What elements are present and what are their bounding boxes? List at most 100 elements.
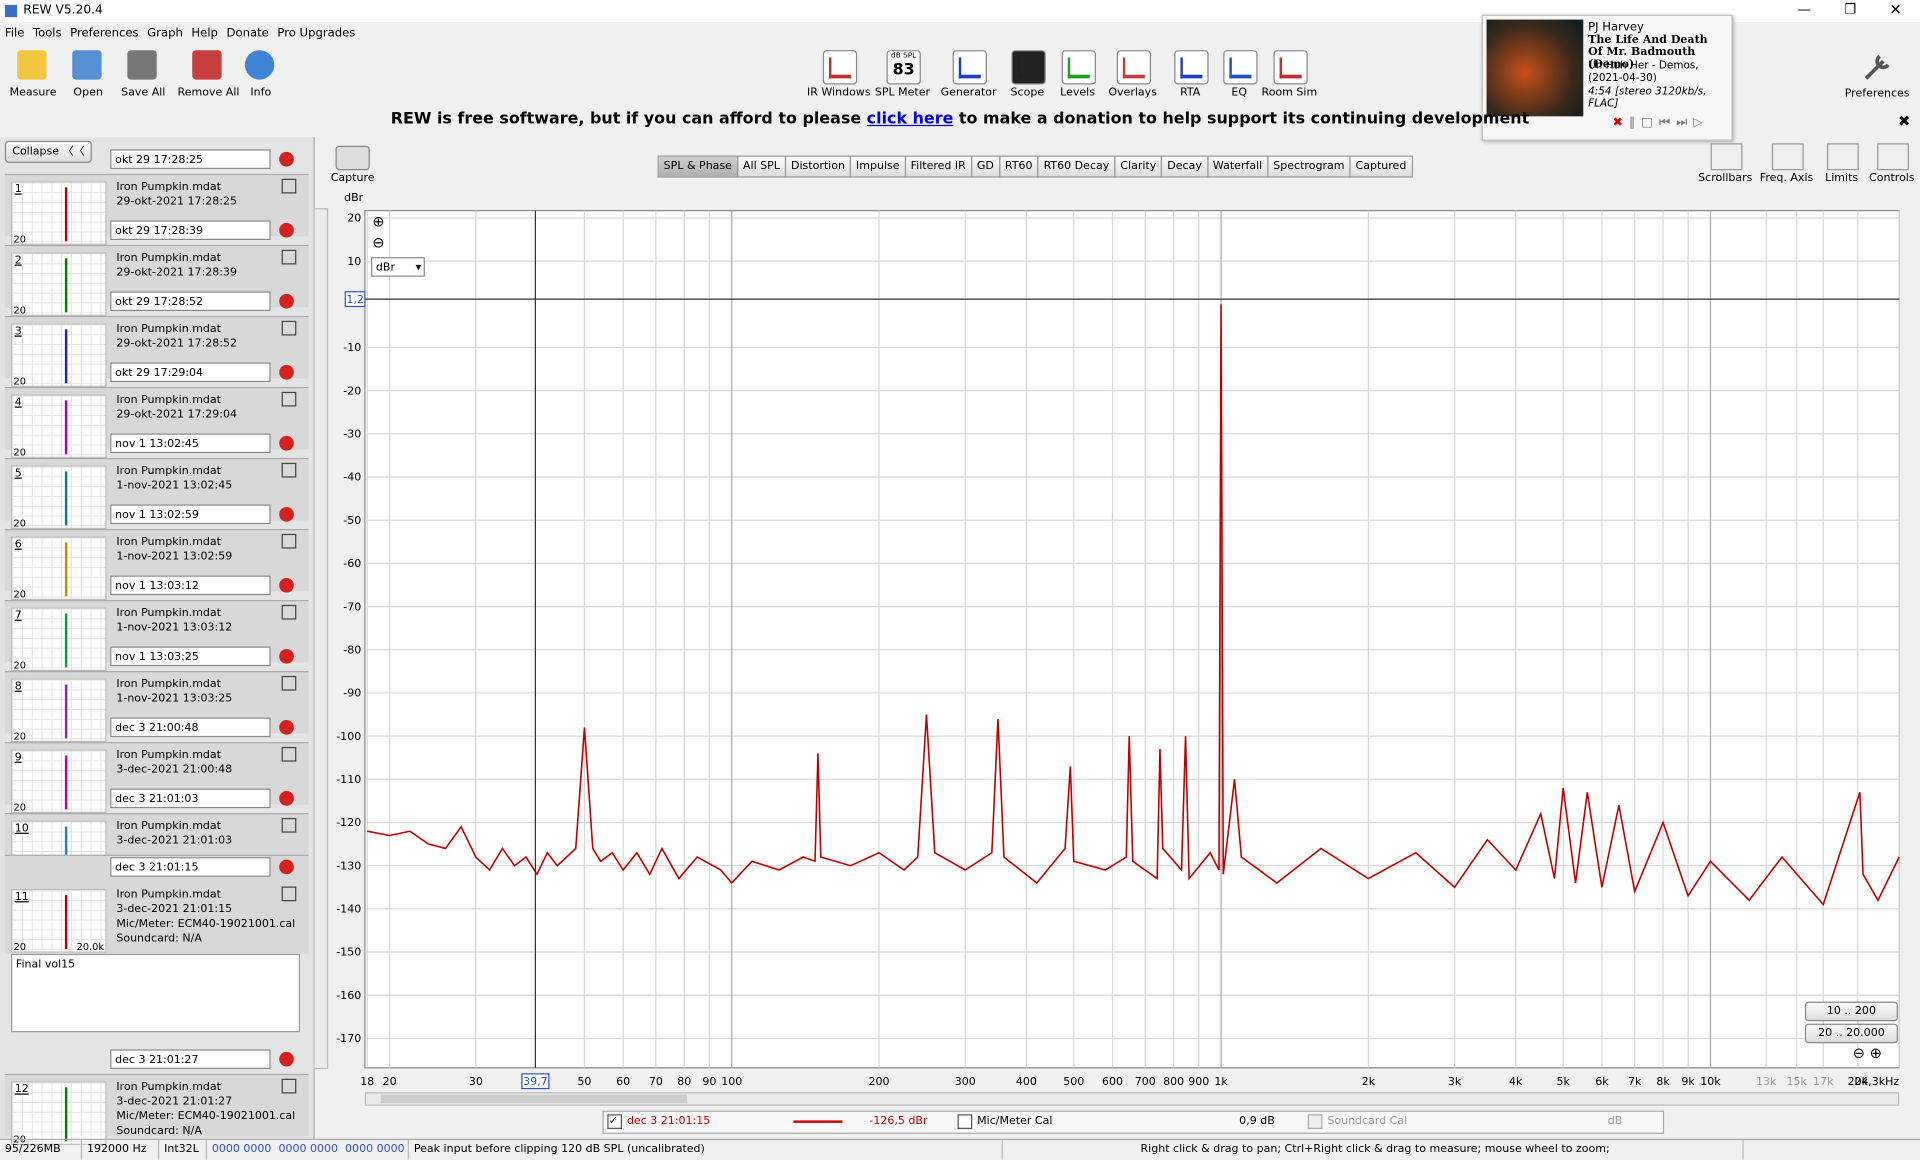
measurement-name[interactable]: okt 29 17:28:52 [110,291,271,312]
measurement-name[interactable]: dec 3 21:00:48 [110,717,271,738]
measurement-name[interactable]: okt 29 17:28:39 [110,220,271,241]
toolbar-button[interactable]: Generator [934,47,1003,108]
measurement-icons[interactable] [281,320,297,336]
menu-item[interactable]: File [4,26,25,41]
menu-item[interactable]: Pro Upgrades [277,26,356,41]
stop-x[interactable]: ✖ [1612,116,1630,130]
toolbar-button[interactable]: RTA [1156,47,1225,108]
graph-tab[interactable]: Filtered IR [904,155,972,178]
range-button[interactable]: 10 .. 200 [1804,1001,1898,1022]
measurement-icons[interactable] [281,249,297,265]
measurement-name[interactable]: nov 1 13:02:45 [110,433,271,454]
tool-icon[interactable] [1877,143,1909,171]
tool-label[interactable]: Controls [1869,172,1915,185]
capture-icon[interactable] [335,145,370,171]
zoom-buttons[interactable]: ⊖ ⊕ [1852,1044,1882,1062]
remove-button[interactable] [279,720,294,735]
tool-label[interactable]: Limits [1825,172,1859,185]
graph-tab[interactable]: GD [970,155,1001,178]
toolbar-button[interactable]: EQ [1205,47,1274,108]
remove-button[interactable] [279,222,294,238]
graph-tab[interactable]: Impulse [849,155,906,178]
toolbar-button[interactable]: IR Windows [804,47,873,108]
minimize[interactable]: — [1797,1,1812,18]
preferences-label[interactable]: Preferences [1844,88,1910,101]
donate-link[interactable]: click here [866,110,954,129]
toolbar-button[interactable]: Save All [113,47,174,108]
toolbar-button[interactable]: Remove All [178,47,239,108]
measurement-icons[interactable] [281,817,297,833]
notes[interactable]: Final vol15 [11,953,301,1033]
close[interactable]: ✕ [1889,1,1902,19]
range-button[interactable]: 20 .. 20.000 [1804,1023,1898,1044]
measurement-icons[interactable] [281,533,297,549]
soundcard-cal-checkbox[interactable] [1307,1114,1323,1129]
remove-button[interactable] [279,506,294,522]
banner-close[interactable]: ✖ [1897,112,1911,130]
tool-label[interactable]: Freq. Axis [1759,172,1814,185]
menu-item[interactable]: Donate [226,26,269,41]
measurement-icons[interactable] [281,604,297,620]
measurement-icons[interactable] [281,178,297,194]
remove-button[interactable] [279,364,294,380]
measurement[interactable]: dec 3 21:01:27 12 20 Iron Pumpkin.mdat 3-dec… [4,1047,309,1145]
toolbar-button[interactable]: dB SPL 83 SPL Meter [868,47,937,108]
sidebar-scrollbar[interactable] [313,208,329,1069]
tool-icon[interactable] [1826,143,1859,171]
remove-button[interactable] [279,648,294,664]
restore[interactable]: ❐ [1844,1,1857,18]
menu-item[interactable]: Help [191,26,218,41]
toolbar-button[interactable]: Measure [2,47,63,108]
measurement-icons[interactable] [281,391,297,407]
measurement-name[interactable]: nov 1 13:02:59 [110,504,271,525]
preferences-icon[interactable] [1861,51,1893,83]
measurement-name[interactable]: okt 29 17:29:04 [110,362,271,383]
mic-cal-checkbox[interactable] [957,1114,973,1129]
measurement[interactable]: okt 29 17:29:04 4 20 Iron Pumpkin.mdat 29-ok… [4,360,309,458]
measurement-name[interactable]: dec 3 21:01:27 [110,1049,271,1069]
measurement-name[interactable]: dec 3 21:01:03 [110,788,271,809]
graph-tab[interactable]: RT60 Decay [1037,155,1116,178]
player-controls[interactable]: ✖‖□⏮⏭▷ [1612,116,1709,130]
graph-tab[interactable]: Captured [1349,155,1413,178]
remove-button[interactable] [279,791,294,806]
measurement-name[interactable]: okt 29 17:28:25 [110,149,271,169]
toolbar-button[interactable]: Overlays [1098,47,1167,108]
graph-tab[interactable]: Decay [1161,155,1209,178]
remove-button[interactable] [279,435,294,451]
graph-tab[interactable]: Waterfall [1206,155,1269,178]
zoom-in[interactable]: ⊕ [372,213,385,231]
tool-icon[interactable] [1710,143,1743,171]
horizontal-scrollbar[interactable] [364,1092,1900,1106]
measurement-name[interactable]: nov 1 13:03:12 [110,575,271,596]
tool-label[interactable]: Scrollbars [1698,172,1753,185]
measurement-icons[interactable] [281,462,297,478]
capture-label[interactable]: Capture [330,172,375,185]
menu-item[interactable]: Tools [32,26,62,41]
menu-item[interactable]: Preferences [70,26,139,41]
toolbar-button[interactable]: Info [230,47,291,108]
remove-button[interactable] [279,577,294,593]
remove-button[interactable] [279,151,294,167]
measurement-name[interactable]: dec 3 21:01:15 [110,857,271,877]
remove-button[interactable] [279,1051,294,1067]
remove-button[interactable] [279,859,294,875]
toolbar-button[interactable]: Open [58,47,119,108]
toolbar-button[interactable]: Levels [1043,47,1112,108]
graph-tab[interactable]: Spectrogram [1267,155,1351,178]
graph-tab[interactable]: Distortion [784,155,852,178]
graph-tab[interactable]: RT60 [998,155,1039,178]
graph-tab[interactable]: All SPL [736,155,787,178]
scroll-thumb[interactable] [380,1094,687,1104]
measurement-icons[interactable] [281,1078,297,1094]
unit-select[interactable]: dBr ▾ [371,257,425,277]
measurement[interactable]: dec 3 21:01:15 11 20 20.0k Iron Pumpkin.mdat… [4,854,309,1036]
graph-tab[interactable]: Clarity [1114,155,1163,178]
legend-checkbox[interactable]: ✓ [607,1114,623,1129]
menu-item[interactable]: Graph [147,26,183,41]
measurement-icons[interactable] [281,675,297,691]
measurement-icons[interactable] [281,886,297,902]
measurement-icons[interactable] [281,746,297,762]
measurement-name[interactable]: nov 1 13:03:25 [110,646,271,667]
tool-icon[interactable] [1771,143,1804,171]
